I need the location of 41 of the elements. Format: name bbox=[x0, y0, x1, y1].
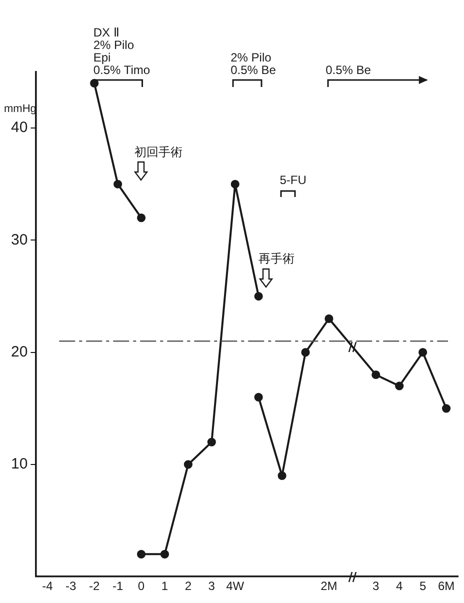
point bbox=[278, 471, 286, 480]
point bbox=[418, 348, 428, 357]
x-tick-label: 6M bbox=[438, 579, 455, 594]
point bbox=[230, 180, 240, 188]
y-tick-label: 40 bbox=[10, 119, 28, 136]
y-tick-label: 30 bbox=[10, 231, 28, 248]
point bbox=[254, 292, 263, 301]
annotation: 初回手術 bbox=[134, 145, 182, 160]
point bbox=[160, 550, 170, 558]
x-tick-label: 0 bbox=[138, 579, 145, 594]
point bbox=[136, 550, 146, 558]
point bbox=[301, 348, 310, 357]
annotation: 5-FU bbox=[280, 173, 306, 188]
point bbox=[114, 180, 122, 188]
x-tick-label: 3 bbox=[372, 579, 380, 594]
x-tick-label: 1 bbox=[161, 579, 168, 594]
y-tick-label: 10 bbox=[10, 456, 28, 473]
annotation: 再手術 bbox=[258, 252, 295, 266]
y-axis-title: mmHg bbox=[4, 103, 36, 116]
x-tick-label: -4 bbox=[42, 579, 54, 594]
annotation: 2% Pilo 0.5% Be bbox=[230, 50, 276, 77]
x-tick-label: -3 bbox=[66, 579, 77, 594]
point bbox=[442, 404, 451, 413]
x-tick-label: 2 bbox=[184, 579, 192, 594]
annotation: 0.5% Be bbox=[326, 63, 372, 77]
point bbox=[136, 213, 146, 222]
x-tick-label: -1 bbox=[112, 579, 124, 594]
point bbox=[372, 370, 380, 380]
point bbox=[324, 314, 334, 323]
point bbox=[184, 460, 192, 469]
x-tick-label: 4 bbox=[396, 579, 403, 594]
point bbox=[254, 392, 263, 402]
x-tick-label: 2M bbox=[320, 579, 338, 594]
y-tick-label: 20 bbox=[10, 343, 28, 360]
point bbox=[395, 382, 404, 390]
x-tick-label: 4W bbox=[226, 579, 245, 594]
annotation: DX Ⅱ 2% Pilo Epi 0.5% Timo bbox=[93, 26, 150, 77]
x-tick-label: 3 bbox=[208, 579, 216, 594]
x-tick-label: 5 bbox=[419, 579, 426, 594]
point bbox=[207, 438, 216, 446]
x-tick-label: -2 bbox=[89, 579, 100, 594]
